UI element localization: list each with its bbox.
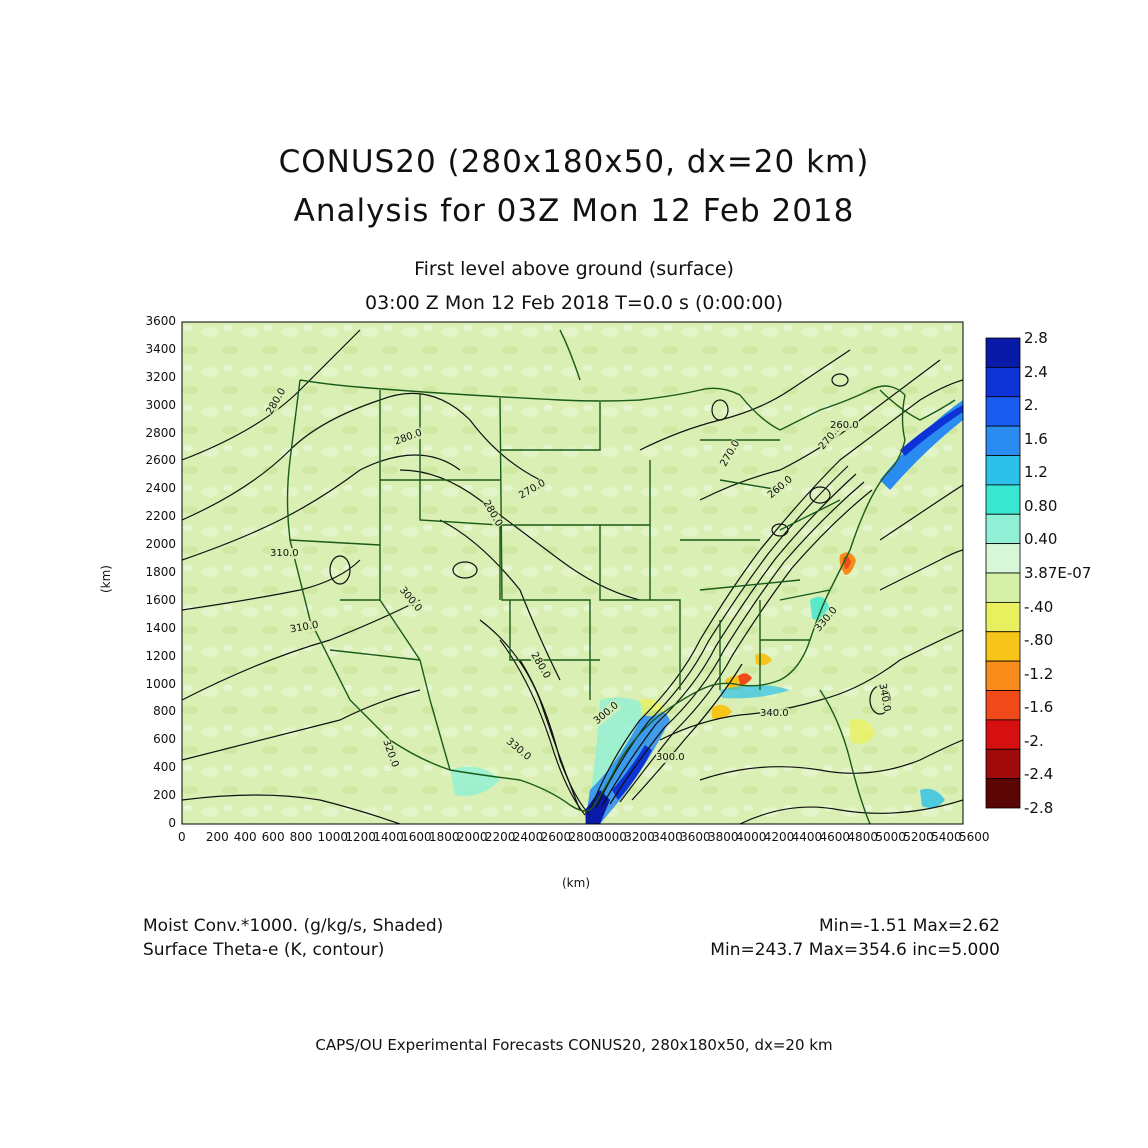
subtitle-time: 03:00 Z Mon 12 Feb 2018 T=0.0 s (0:00:00… xyxy=(364,292,784,314)
colorbar-swatch xyxy=(985,660,1021,691)
contour-label: 310.0 xyxy=(270,548,299,559)
colorbar-label: -1.6 xyxy=(1024,698,1054,717)
x-tick-label: 3000 xyxy=(596,830,627,844)
colorbar-swatch xyxy=(985,484,1021,515)
colorbar-swatch xyxy=(985,601,1021,633)
colorbar-label: 2. xyxy=(1024,396,1039,415)
y-tick-label: 3000 xyxy=(145,397,176,412)
colorbar-label: 3.87E-07 xyxy=(1024,564,1092,582)
colorbar-swatch xyxy=(985,337,1021,368)
x-tick-label: 1600 xyxy=(401,830,432,844)
colorbar-label: -2.4 xyxy=(1024,765,1054,784)
main-title-line-2: Analysis for 03Z Mon 12 Feb 2018 xyxy=(293,193,855,229)
colorbar-swatch xyxy=(985,396,1021,427)
colorbar-label: -.40 xyxy=(1024,597,1054,616)
y-tick-label: 1000 xyxy=(145,676,176,691)
colorbar-swatch xyxy=(985,425,1021,456)
y-tick-label: 1800 xyxy=(145,565,176,579)
y-tick-label: 2000 xyxy=(145,537,176,552)
colorbar-label: -1.2 xyxy=(1024,664,1054,683)
y-tick-label: 1200 xyxy=(145,648,176,663)
colorbar-label: 1.2 xyxy=(1024,463,1048,482)
y-tick-label: 400 xyxy=(153,760,176,775)
x-tick-label: 4800 xyxy=(847,830,878,844)
y-tick-label: 1600 xyxy=(145,592,176,607)
y-tick-label: 600 xyxy=(153,732,176,747)
y-tick-label: 3600 xyxy=(145,314,176,328)
x-tick-label: 3400 xyxy=(652,830,683,844)
plot-frame xyxy=(181,321,964,825)
colorbar-label: -2.8 xyxy=(1024,799,1054,817)
colorbar-swatch xyxy=(985,719,1021,750)
colorbar-label: 0.80 xyxy=(1024,496,1058,515)
contour-label: 300.0 xyxy=(656,752,685,763)
colorbar-swatch xyxy=(985,572,1021,603)
x-tick-label: 1000 xyxy=(317,830,348,844)
x-tick-label: 0 xyxy=(178,830,186,844)
subtitle-level: First level above ground (surface) xyxy=(414,258,734,280)
colorbar-label: 1.6 xyxy=(1024,429,1048,448)
y-axis-unit: (km) xyxy=(99,564,114,594)
x-tick-label: 600 xyxy=(261,830,285,844)
y-tick-label: 0 xyxy=(168,816,176,830)
colorbar-label: 2.8 xyxy=(1024,329,1048,347)
x-tick-label: 800 xyxy=(289,830,313,844)
x-tick-label: 5200 xyxy=(903,830,934,844)
x-tick-label: 5000 xyxy=(875,830,906,844)
contour-field-range: Min=243.7 Max=354.6 inc=5.000 xyxy=(710,940,1000,960)
y-tick-label: 2800 xyxy=(145,425,176,440)
x-tick-label: 2200 xyxy=(484,830,516,844)
main-title-line-1: CONUS20 (280x180x50, dx=20 km) xyxy=(278,144,870,180)
colorbar-swatch xyxy=(985,455,1021,486)
y-tick-label: 200 xyxy=(153,788,176,803)
colorbar-label: 0.40 xyxy=(1024,530,1058,549)
colorbar-swatch xyxy=(985,690,1021,721)
x-tick-label: 4600 xyxy=(819,830,851,844)
colorbar-label: -2. xyxy=(1024,731,1044,750)
colorbar-swatch xyxy=(985,513,1021,545)
colorbar-swatch xyxy=(985,543,1021,574)
y-tick-label: 2600 xyxy=(145,453,176,468)
y-tick-label: 3200 xyxy=(145,369,176,384)
y-tick-label: 3400 xyxy=(145,341,176,356)
colorbar-swatch xyxy=(985,366,1021,398)
y-tick-label: 800 xyxy=(153,704,176,719)
colorbar xyxy=(985,337,1021,809)
x-tick-label: 2400 xyxy=(512,830,544,844)
contour-label: 340.0 xyxy=(760,708,789,719)
x-tick-label: 1400 xyxy=(373,830,404,844)
y-tick-label: 2400 xyxy=(145,481,176,496)
x-tick-label: 4200 xyxy=(763,830,795,844)
colorbar-swatch xyxy=(985,748,1021,780)
x-tick-label: 200 xyxy=(205,830,229,844)
colorbar-label: 2.4 xyxy=(1024,362,1048,381)
colorbar-swatch xyxy=(985,631,1021,662)
credit-line: CAPS/OU Experimental Forecasts CONUS20, … xyxy=(315,1036,833,1054)
x-tick-label: 400 xyxy=(233,830,257,844)
contour-label: 260.0 xyxy=(830,420,859,431)
shaded-field-description: Moist Conv.*1000. (g/kg/s, Shaded) xyxy=(143,916,444,936)
y-tick-label: 1400 xyxy=(145,620,176,635)
x-tick-label: 2800 xyxy=(568,830,600,844)
contour-field-description: Surface Theta-e (K, contour) xyxy=(143,940,385,960)
x-tick-label: 1200 xyxy=(345,830,376,844)
x-tick-label: 3200 xyxy=(624,830,655,844)
y-tick-label: 2200 xyxy=(145,509,176,524)
x-tick-label: 3800 xyxy=(707,830,739,844)
x-tick-label: 2600 xyxy=(540,830,572,844)
x-tick-label: 3600 xyxy=(680,830,711,844)
x-tick-label: 4000 xyxy=(735,830,767,844)
x-tick-label: 4400 xyxy=(791,830,823,844)
x-tick-label: 1800 xyxy=(429,830,460,844)
x-tick-label: 5600 xyxy=(959,830,990,844)
x-axis-unit: (km) xyxy=(562,876,591,890)
x-tick-label: 5400 xyxy=(931,830,962,844)
colorbar-label: -.80 xyxy=(1024,631,1054,650)
colorbar-swatch xyxy=(985,778,1021,809)
shaded-field-range: Min=-1.51 Max=2.62 xyxy=(818,916,1000,936)
x-tick-label: 2000 xyxy=(456,830,488,844)
